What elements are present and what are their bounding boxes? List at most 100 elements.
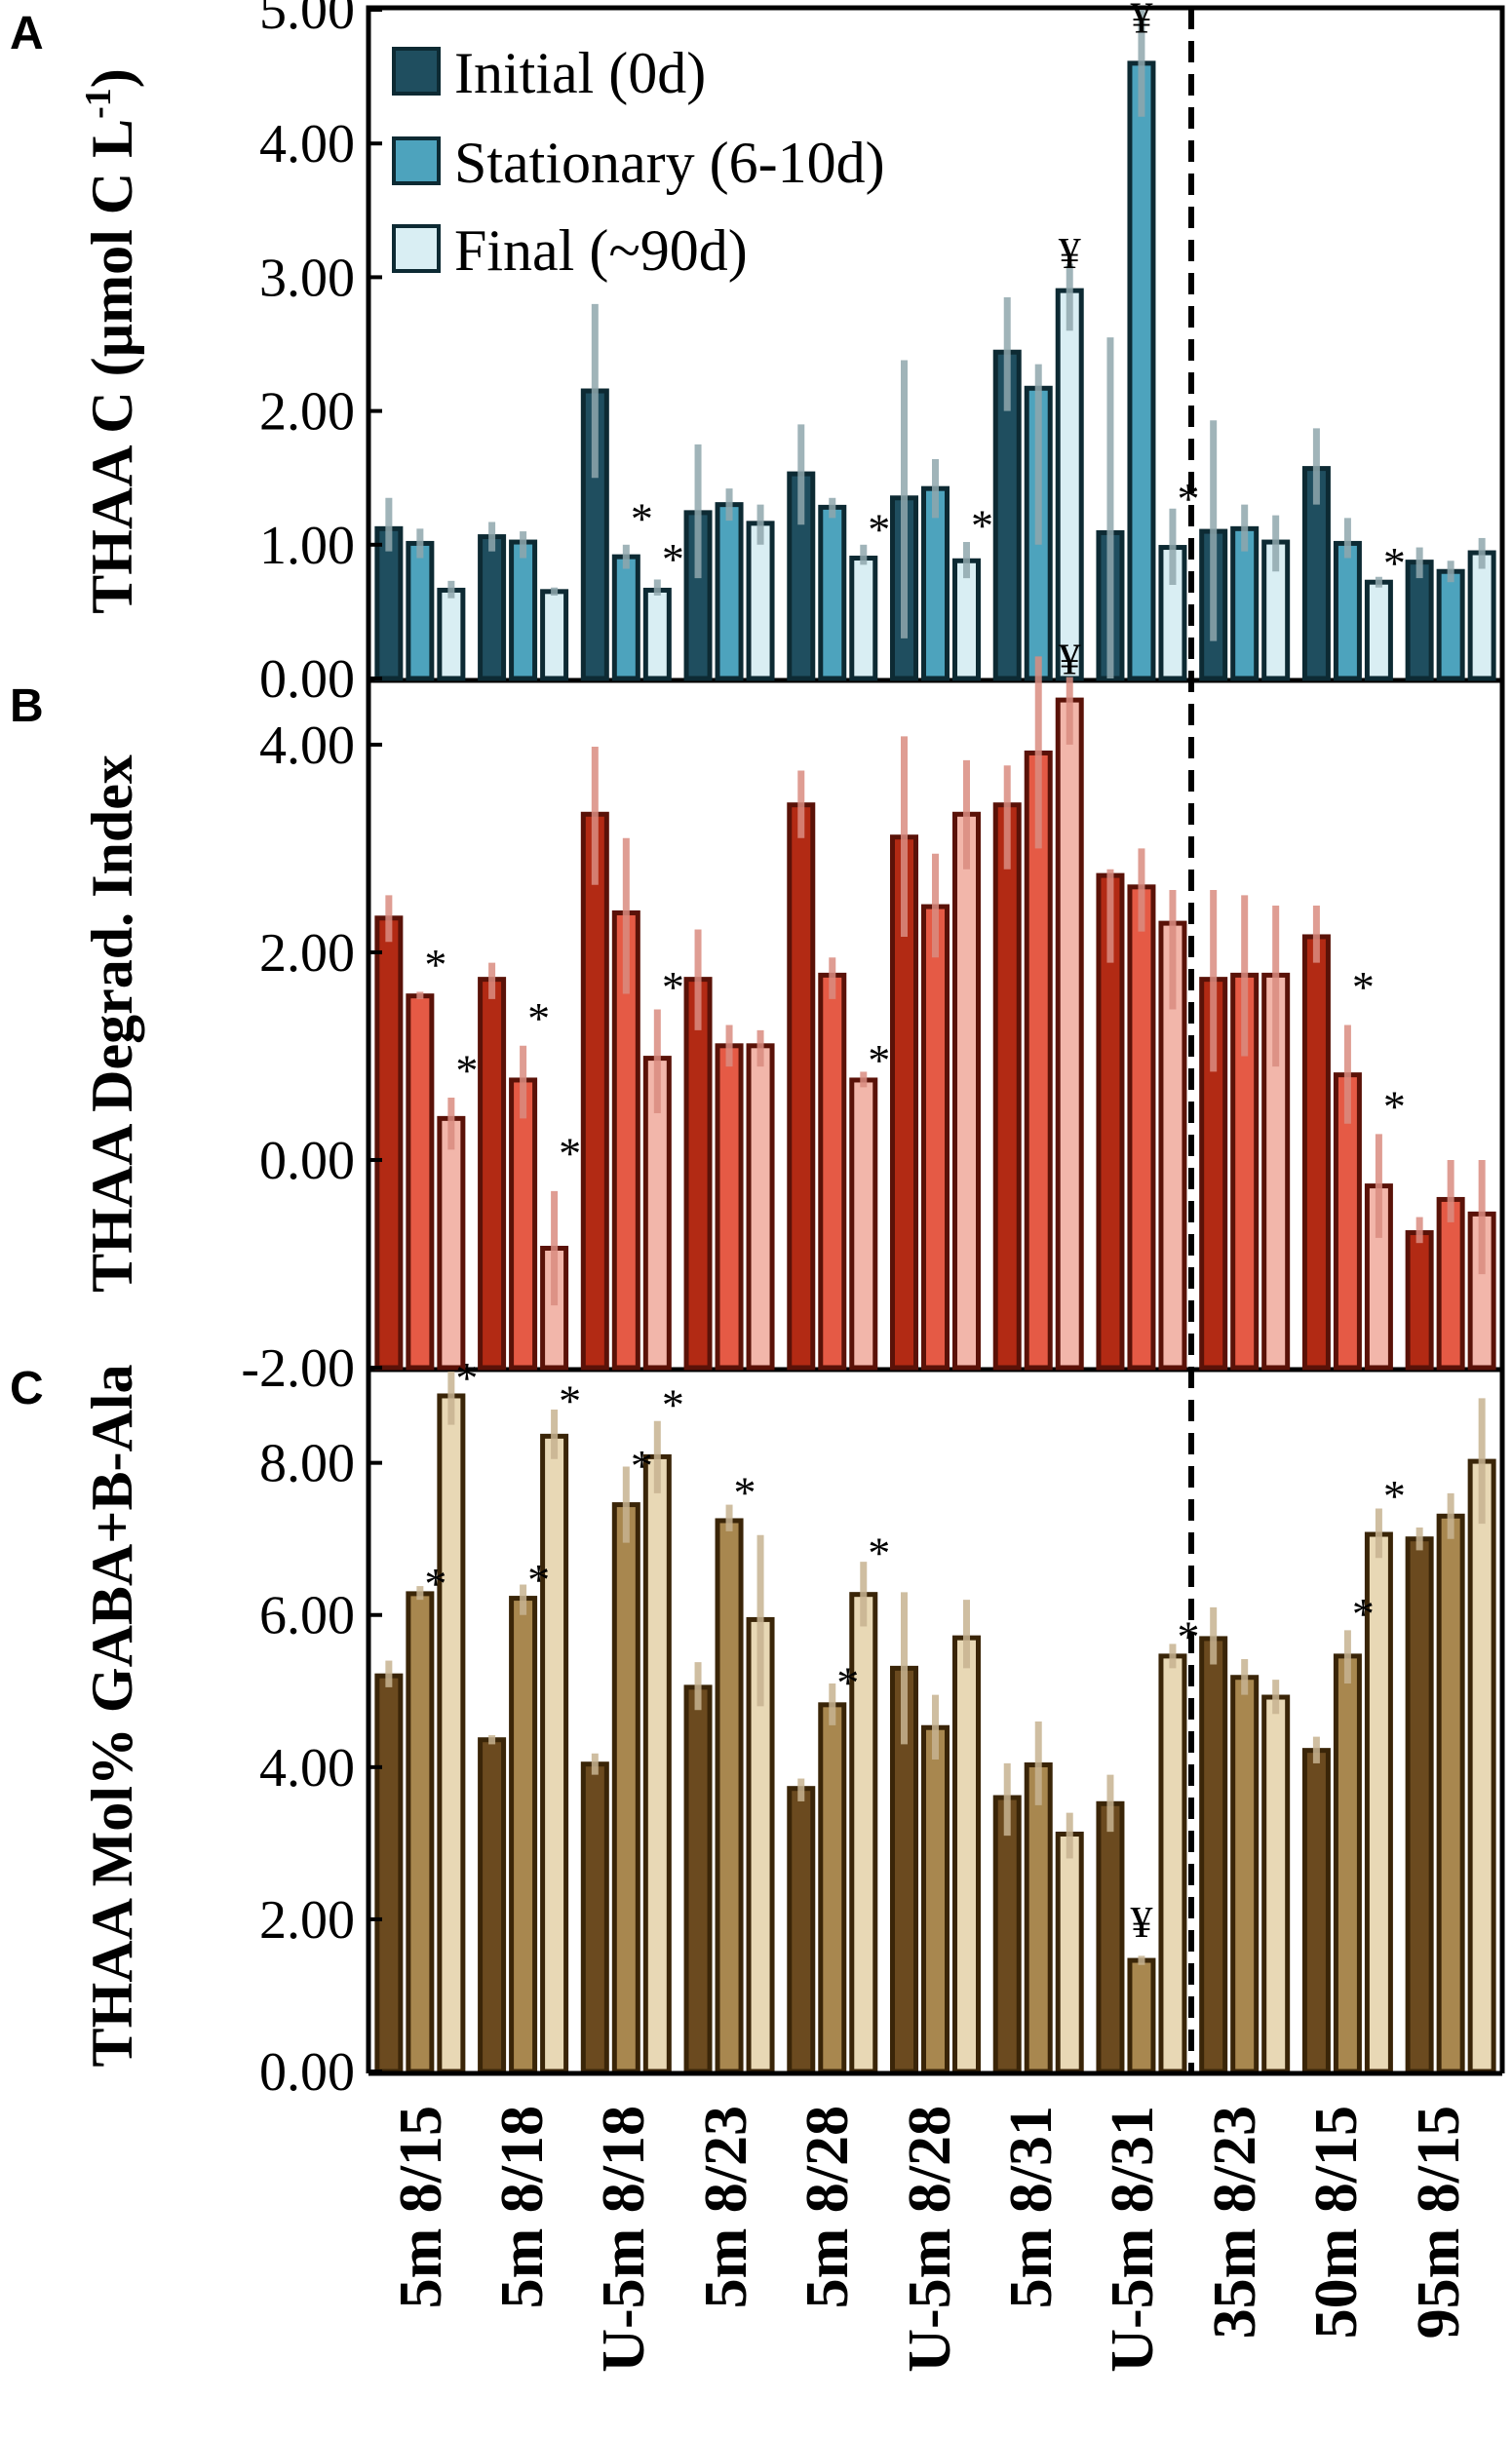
- legend-label-final: Final (~90d): [454, 218, 748, 283]
- bar: [437, 1393, 466, 2074]
- legend-label-stationary: Stationary (6-10d): [454, 131, 885, 195]
- bar: [540, 589, 569, 681]
- bar: [952, 558, 981, 681]
- bar: [1096, 872, 1125, 1371]
- legend-label-initial: Initial (0d): [454, 41, 706, 105]
- bar: [921, 904, 950, 1371]
- y-tick-label: 8.00: [259, 1434, 355, 1494]
- significance-asterisk: *: [868, 1035, 890, 1085]
- bar: [746, 1043, 775, 1371]
- bar: [1096, 1800, 1125, 2074]
- panel-letter-b: B: [10, 680, 44, 732]
- x-label: 5m 8/15: [388, 2106, 454, 2308]
- significance-asterisk: *: [971, 501, 993, 551]
- significance-asterisk: *: [559, 1376, 581, 1426]
- bar: [1055, 697, 1084, 1371]
- y-tick-label: 1.00: [259, 516, 355, 576]
- bar: [849, 1077, 878, 1371]
- significance-asterisk: *: [1177, 474, 1199, 523]
- bar: [437, 1115, 466, 1371]
- bar: [478, 534, 507, 681]
- y-tick-label: 4.00: [259, 716, 355, 776]
- yen-marker: ¥: [1059, 228, 1081, 278]
- significance-asterisk: *: [1177, 1612, 1199, 1662]
- bar: [787, 1786, 816, 2074]
- bar: [642, 587, 672, 681]
- bar: [849, 556, 878, 681]
- x-label: 5m 8/23: [693, 2106, 759, 2308]
- bar: [406, 540, 435, 681]
- bar: [1405, 1536, 1434, 2074]
- bar: [818, 972, 847, 1371]
- bar: [787, 471, 816, 681]
- bar: [478, 1737, 507, 2074]
- y-tick-label: 2.00: [259, 382, 355, 443]
- significance-asterisk: *: [527, 993, 550, 1043]
- bar: [1199, 1636, 1228, 2074]
- significance-asterisk: *: [455, 1045, 478, 1095]
- significance-asterisk: *: [527, 1555, 550, 1605]
- bar: [406, 1591, 435, 2074]
- x-label: 5m 8/31: [998, 2106, 1065, 2308]
- y-tick-label: 4.00: [259, 1738, 355, 1799]
- x-label: U-5m 8/31: [1100, 2106, 1166, 2373]
- x-label: 5m 8/18: [489, 2106, 556, 2308]
- bar: [1024, 1761, 1053, 2074]
- x-label: U-5m 8/28: [897, 2106, 963, 2373]
- bar: [715, 1518, 744, 2074]
- x-label: U-5m 8/18: [591, 2106, 657, 2373]
- bar: [1230, 1675, 1260, 2074]
- bar: [1127, 884, 1156, 1371]
- yen-marker: ¥: [1130, 0, 1152, 42]
- bar: [611, 554, 640, 681]
- x-category-labels: 5m 8/15 5m 8/18 U-5m 8/18 5m 8/23 5m 8/2…: [388, 2106, 1472, 2373]
- y-tick-label: 0.00: [259, 1131, 355, 1191]
- bar: [478, 977, 507, 1371]
- bar: [1405, 560, 1434, 681]
- legend-swatch-stationary: [392, 136, 441, 185]
- significance-asterisk: *: [662, 534, 684, 584]
- significance-asterisk: *: [836, 1657, 859, 1707]
- bar: [509, 539, 538, 681]
- y-axis-label-b: THAA Degrad. Index: [80, 754, 144, 1293]
- significance-asterisk: *: [455, 1353, 478, 1403]
- bar: [1301, 1748, 1331, 2074]
- y-tick-label: 0.00: [259, 649, 355, 710]
- bar: [611, 1502, 640, 2074]
- bar: [1301, 934, 1331, 1371]
- bar: [580, 388, 609, 681]
- bar: [642, 1453, 672, 2074]
- bar: [715, 502, 744, 681]
- bar: [1055, 288, 1084, 681]
- bar: [1436, 1196, 1465, 1371]
- legend-swatch-initial: [392, 47, 441, 96]
- bar: [1364, 579, 1393, 681]
- bar: [1467, 550, 1496, 681]
- bar: [406, 993, 435, 1371]
- bar: [580, 1761, 609, 2074]
- bar: [540, 1433, 569, 2074]
- bar: [921, 1724, 950, 2074]
- significance-asterisk: *: [868, 505, 890, 555]
- bar: [437, 587, 466, 681]
- bar: [746, 521, 775, 681]
- bar: [1436, 1513, 1465, 2074]
- bar: [952, 1635, 981, 2074]
- significance-asterisk: *: [424, 1559, 446, 1608]
- panel-letter-c: C: [10, 1363, 44, 1414]
- significance-asterisk: *: [1383, 1471, 1406, 1521]
- bar: [849, 1592, 878, 2074]
- x-label: 50m 8/15: [1303, 2106, 1370, 2339]
- significance-asterisk: *: [631, 494, 653, 544]
- bar: [1333, 1653, 1362, 2074]
- bars-layer: [374, 10, 1496, 2074]
- y-tick-label: -2.00: [241, 1338, 355, 1399]
- y-tick-label: 2.00: [259, 1890, 355, 1951]
- y-tick-label: 3.00: [259, 248, 355, 308]
- bar: [580, 811, 609, 1371]
- bar: [1261, 1694, 1291, 2074]
- bar: [1024, 750, 1053, 1371]
- legend: Initial (0d) Stationary (6-10d) Final (~…: [392, 41, 885, 283]
- significance-asterisk: *: [662, 962, 684, 1012]
- bar: [374, 1673, 404, 2074]
